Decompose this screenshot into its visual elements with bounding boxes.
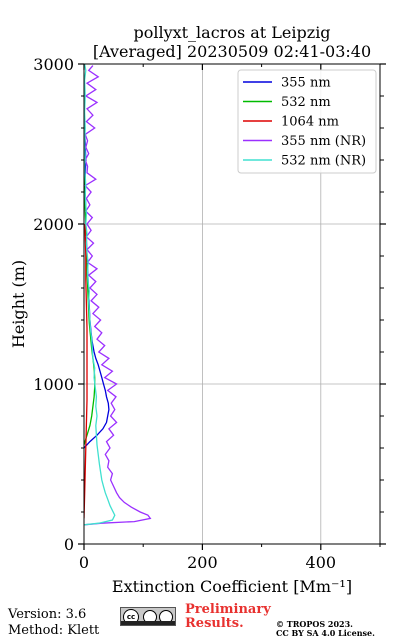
cc-license-icon: cc — [120, 607, 176, 626]
legend-label-4: 355 nm (NR) — [281, 134, 366, 149]
x-axis-label: Extinction Coefficient [Mm⁻¹] — [112, 577, 352, 596]
preliminary-results-note: Preliminary Results. — [185, 603, 275, 631]
y-axis-label: Height (m) — [9, 260, 28, 348]
series-line-4 — [84, 65, 152, 526]
legend-box — [237, 69, 377, 174]
chart-title: pollyxt_lacros at Leipzig — [133, 23, 330, 42]
preliminary-line-2: Results. — [185, 616, 244, 631]
series-layer — [84, 64, 152, 526]
x-tick-label: 200 — [187, 553, 218, 572]
legend-label-3: 1064 nm — [281, 115, 339, 130]
badge-strip — [121, 621, 175, 625]
y-tick-label: 3000 — [33, 55, 74, 74]
legend: 355 nm 532 nm 1064 nm 355 nm (NR) 532 nm (NR… — [237, 69, 377, 174]
x-tick-label: 0 — [79, 553, 89, 572]
method-text: Method: Klett — [8, 623, 100, 638]
version-text: Version: 3.6 — [8, 607, 87, 622]
x-tick-label: 400 — [306, 553, 337, 572]
extinction-profile-chart: pollyxt_lacros at Leipzig [Averaged] 202… — [9, 23, 386, 596]
footer-info: Version: 3.6 Method: Klett — [8, 607, 99, 639]
series-line-5 — [84, 64, 116, 526]
copyright-note: © TROPOS 2023. CC BY SA 4.0 License. — [276, 620, 396, 638]
plot-frame — [83, 63, 381, 545]
series-line-3 — [84, 224, 88, 519]
preliminary-line-1: Preliminary — [185, 602, 271, 617]
copyright-line-1: © TROPOS 2023. — [276, 619, 353, 629]
y-tick-label: 1000 — [33, 375, 74, 394]
y-tick-label: 0 — [64, 535, 74, 554]
copyright-line-2: CC BY SA 4.0 License. — [276, 628, 375, 638]
legend-label-5: 532 nm (NR) — [281, 154, 366, 169]
legend-label-1: 355 nm — [281, 76, 331, 91]
legend-label-2: 532 nm — [281, 95, 331, 110]
axis-ticks: 0 200 400 0 1000 2000 3000 — [33, 55, 386, 572]
y-tick-label: 2000 — [33, 215, 74, 234]
chart-subtitle: [Averaged] 20230509 02:41-03:40 — [93, 42, 371, 61]
